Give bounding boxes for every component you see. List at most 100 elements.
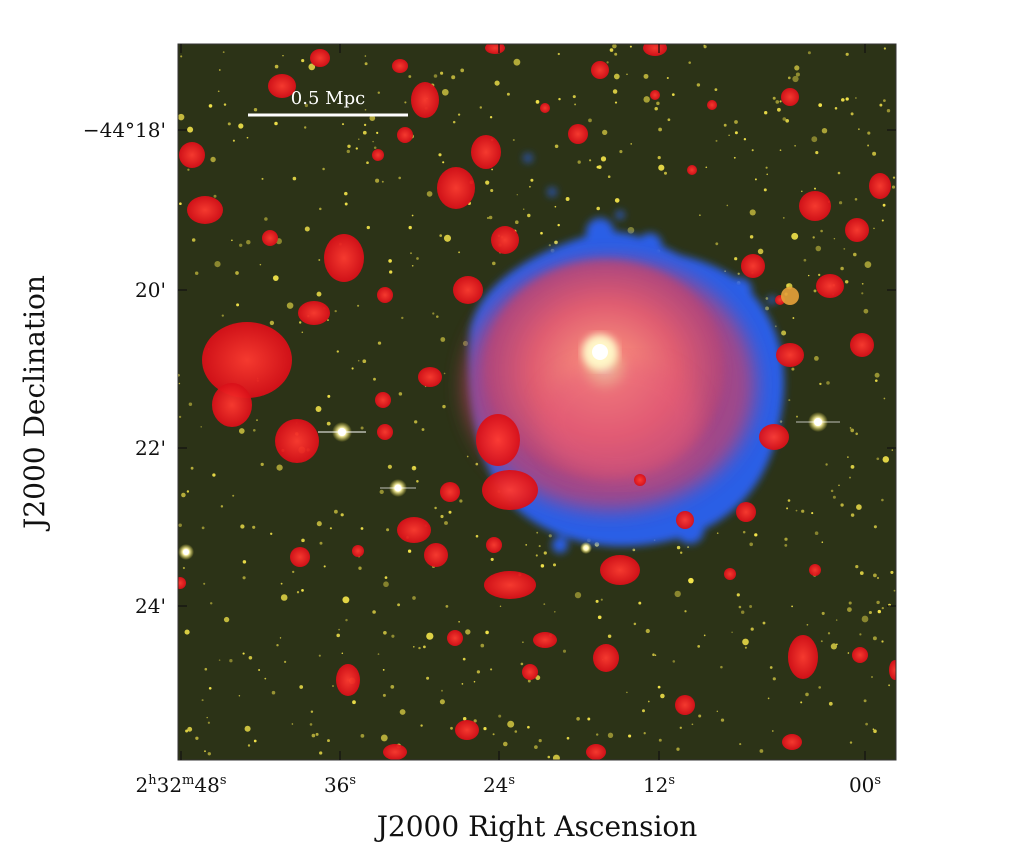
optical-source (389, 270, 393, 274)
optical-source (754, 178, 757, 181)
optical-source (576, 716, 580, 721)
optical-source (476, 670, 481, 674)
x-tick-label: 24s (483, 773, 515, 797)
optical-source (775, 100, 780, 104)
optical-source (426, 191, 433, 197)
optical-source (834, 107, 838, 110)
radio-source (491, 226, 519, 254)
optical-source (301, 331, 304, 333)
optical-source (737, 272, 740, 275)
y-tick-label: 22' (135, 436, 166, 460)
optical-source (832, 495, 836, 499)
optical-source (206, 716, 208, 719)
optical-source (818, 686, 822, 689)
optical-source (830, 489, 834, 493)
optical-source (322, 167, 325, 171)
radio-source (809, 564, 821, 576)
optical-source (181, 492, 186, 498)
optical-source (527, 725, 530, 729)
optical-source (336, 633, 340, 638)
optical-source (814, 187, 816, 190)
optical-source (827, 632, 831, 635)
optical-source (375, 178, 380, 183)
optical-source (867, 144, 870, 147)
radio-source (375, 392, 391, 408)
optical-source (413, 646, 415, 648)
sky-image: 0.5 Mpc (178, 44, 896, 760)
optical-source (451, 75, 456, 80)
optical-source (399, 709, 406, 715)
radio-source (383, 744, 407, 760)
optical-source (491, 168, 493, 171)
optical-source (749, 235, 754, 239)
optical-source (445, 605, 449, 608)
x-tick-label: 2h32m48s (135, 773, 226, 797)
optical-source (490, 557, 494, 561)
optical-source (222, 51, 225, 53)
optical-source (843, 248, 846, 250)
optical-source (557, 223, 560, 227)
scale-bar-label: 0.5 Mpc (291, 88, 365, 109)
optical-source (304, 103, 309, 108)
optical-source (847, 456, 849, 458)
optical-source (872, 728, 875, 730)
optical-source (705, 166, 708, 169)
optical-source (209, 602, 213, 605)
optical-source (836, 643, 838, 646)
optical-source (398, 392, 403, 396)
radio-source (591, 61, 609, 79)
optical-source (513, 58, 521, 66)
optical-source (739, 743, 742, 746)
optical-source (204, 750, 206, 753)
optical-source (764, 111, 768, 115)
optical-source (207, 721, 211, 724)
optical-source (867, 131, 871, 135)
optical-source (715, 139, 718, 142)
optical-source (457, 113, 461, 116)
optical-source (432, 312, 435, 315)
radio-source (850, 333, 874, 357)
optical-source (619, 150, 623, 154)
optical-source (638, 601, 642, 605)
optical-source (433, 74, 438, 78)
radio-source (593, 644, 619, 672)
optical-source (572, 95, 576, 99)
optical-source (440, 514, 444, 519)
optical-source (461, 683, 464, 685)
optical-source (595, 599, 599, 603)
optical-source (772, 96, 776, 100)
optical-source (794, 144, 796, 147)
optical-source (795, 72, 800, 77)
optical-source (387, 464, 392, 469)
optical-source (527, 679, 531, 683)
optical-source (734, 257, 738, 261)
radio-source (741, 254, 765, 278)
optical-source (272, 275, 279, 281)
optical-source (801, 509, 805, 513)
optical-source (852, 252, 857, 257)
optical-source (767, 697, 770, 700)
radio-source (447, 630, 463, 646)
y-tick-label: 20' (135, 278, 166, 302)
optical-source (411, 264, 414, 267)
radio-source (392, 59, 408, 73)
optical-source (213, 194, 217, 198)
optical-source (883, 47, 887, 50)
optical-source (318, 654, 321, 657)
optical-source (178, 415, 182, 419)
optical-source (178, 382, 181, 385)
optical-source (274, 64, 279, 69)
optical-source (242, 576, 246, 580)
optical-source (299, 321, 302, 324)
optical-source (881, 640, 884, 643)
optical-source (503, 741, 508, 747)
optical-source (351, 367, 354, 370)
optical-source (292, 176, 297, 181)
optical-source (609, 48, 614, 52)
optical-source (840, 266, 844, 271)
optical-source (850, 428, 855, 433)
optical-source (850, 465, 855, 469)
optical-source (256, 419, 258, 421)
optical-source (346, 149, 350, 154)
optical-source (327, 739, 330, 743)
